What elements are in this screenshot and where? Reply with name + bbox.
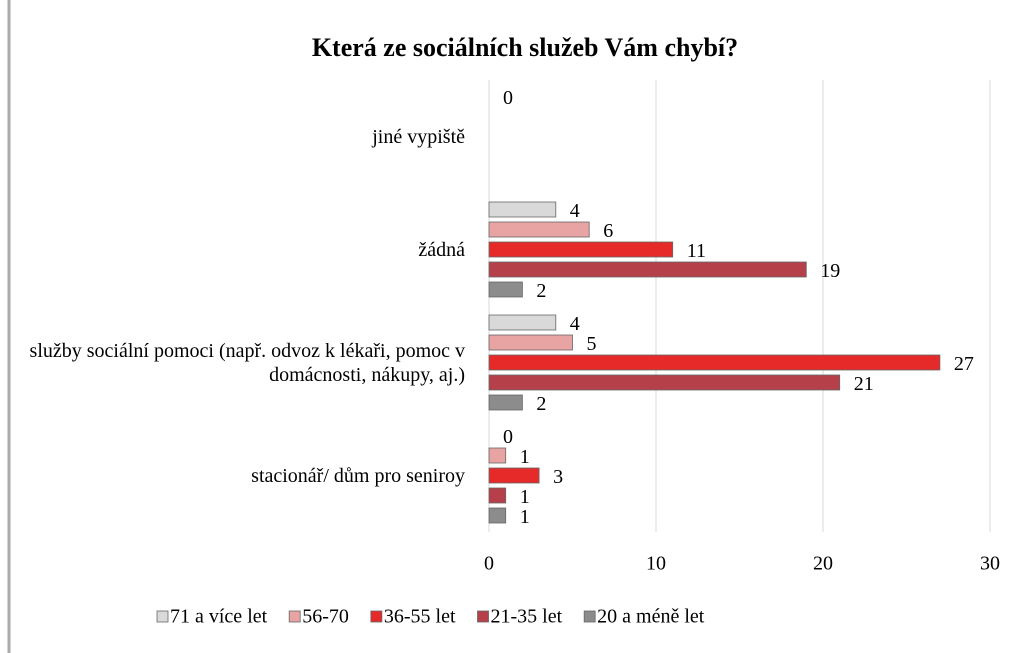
data-label: 1 [520,446,530,468]
x-tick-label: 20 [813,553,833,575]
legend-label: 56-70 [302,606,349,628]
data-label: 2 [536,280,546,302]
data-label: 0 [503,426,513,448]
bar [488,467,540,484]
bar [488,201,557,218]
legend-label: 36-55 let [384,606,456,628]
legend-swatch [583,610,596,623]
chart-title: Která ze sociálních služeb Vám chybí? [312,33,738,62]
data-label: 6 [603,220,613,242]
bar [488,261,807,278]
bar [488,447,507,464]
x-tick-label: 30 [980,553,1000,575]
data-label: 4 [570,313,580,335]
legend-swatch [288,610,301,623]
category-label: stacionář/ dům pro seniroy [251,464,465,487]
category-label: služby sociální pomoci (např. odvoz k lé… [29,339,465,386]
data-label: 11 [687,240,706,262]
data-label: 0 [503,87,513,109]
bar [488,281,523,298]
data-label: 5 [587,333,597,355]
data-label: 1 [520,506,530,528]
legend-swatch [477,610,489,623]
bar [488,507,507,524]
legend-label: 21-35 let [491,606,563,628]
data-label: 4 [570,200,580,222]
bar [488,394,523,411]
x-tick-label: 10 [646,553,666,575]
bar [488,374,841,391]
bar [488,487,507,504]
data-label: 19 [820,260,840,282]
legend-label: 71 a více let [170,606,268,628]
data-label: 21 [854,373,874,395]
bar [488,221,590,238]
data-label: 3 [553,466,563,488]
bar [488,354,941,371]
legend-swatch [370,610,383,623]
x-tick-label: 0 [484,553,494,575]
legend-label: 20 a méně let [597,606,705,628]
bar [488,334,573,351]
bar [488,314,557,331]
category-label: jiné vypiště [372,125,465,148]
category-label: žádná [418,238,465,261]
data-label: 27 [954,353,974,375]
bar [488,241,674,258]
data-label: 1 [520,486,530,508]
data-label: 2 [536,393,546,415]
legend-swatch [156,610,169,623]
